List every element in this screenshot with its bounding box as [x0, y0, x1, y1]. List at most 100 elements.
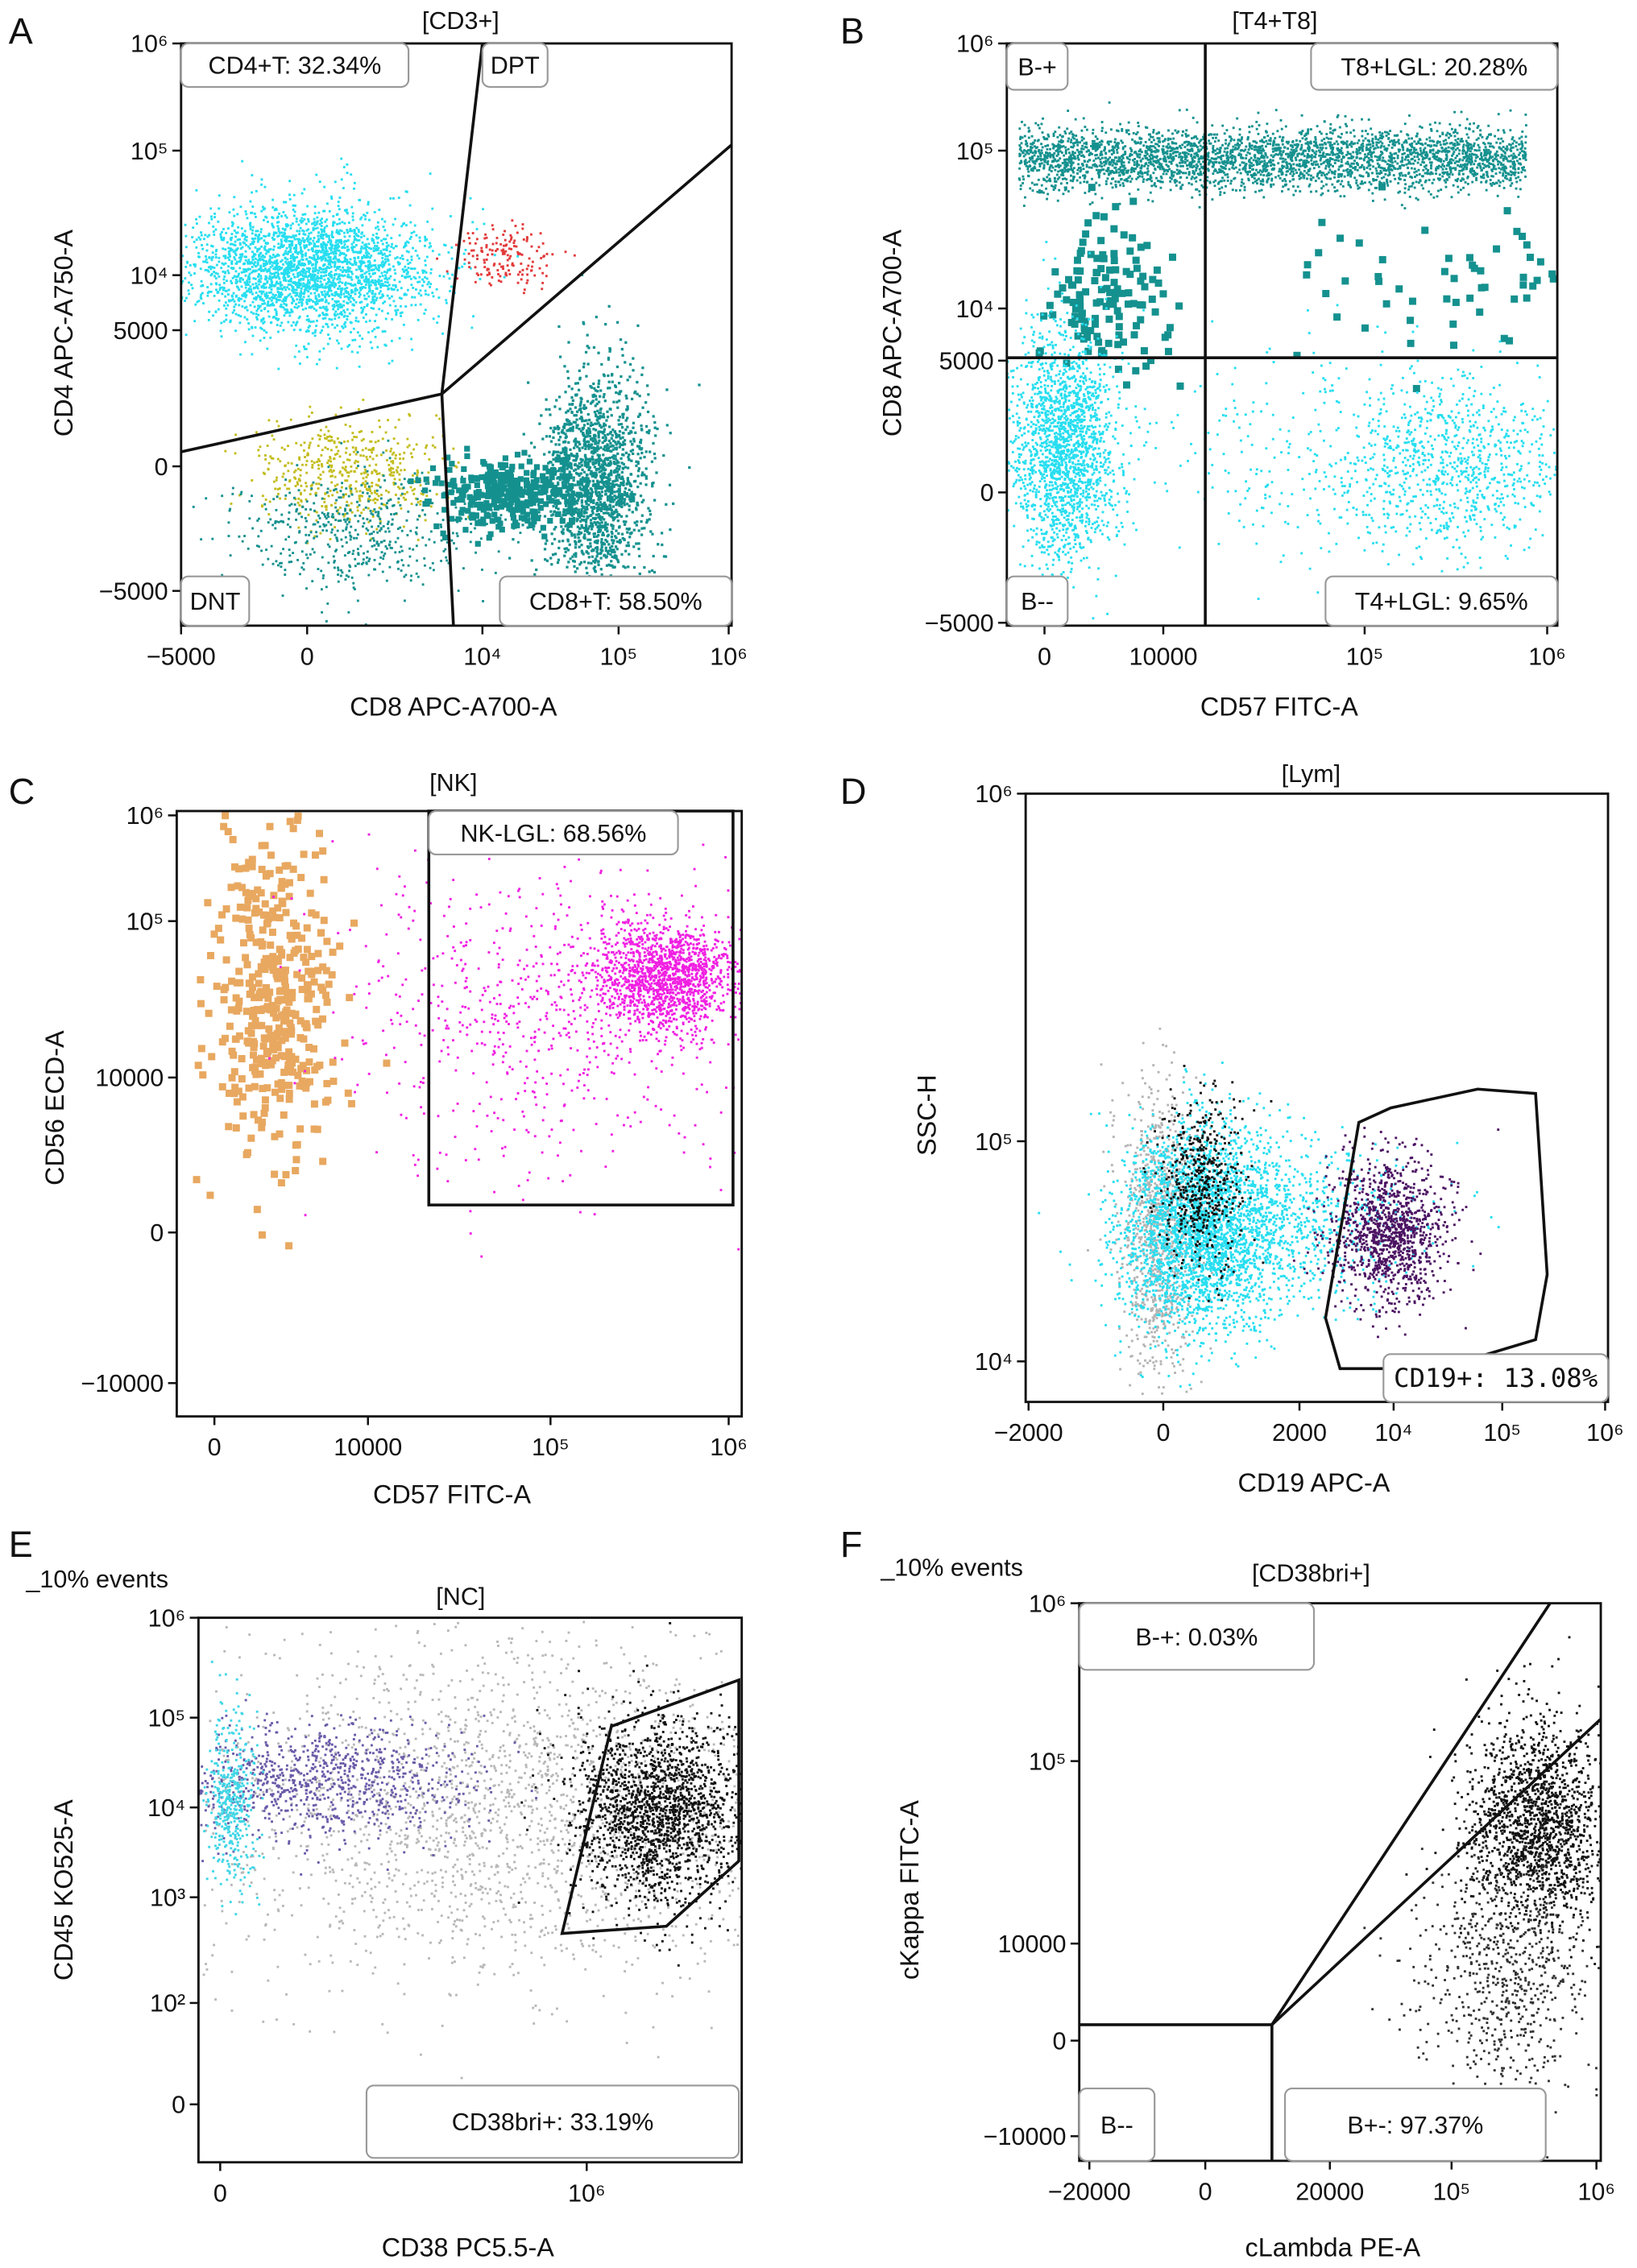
event-point	[422, 487, 429, 494]
event-point	[398, 473, 401, 476]
event-point	[343, 274, 346, 277]
event-point	[408, 261, 412, 264]
event-point	[424, 519, 427, 522]
event-point	[311, 257, 314, 260]
event-point	[603, 554, 606, 557]
event-point	[332, 215, 335, 217]
event-point	[284, 223, 288, 226]
event-point	[334, 519, 338, 521]
event-point	[398, 234, 401, 237]
event-point	[443, 243, 446, 246]
event-point	[346, 523, 349, 526]
event-point	[307, 318, 310, 321]
event-point	[327, 429, 330, 432]
event-point	[396, 470, 399, 474]
event-point	[551, 471, 554, 474]
event-point	[317, 457, 320, 461]
event-point	[245, 270, 248, 273]
event-point	[386, 547, 388, 550]
event-point	[313, 284, 317, 288]
event-point	[495, 497, 502, 504]
event-point	[321, 286, 325, 289]
event-point	[285, 246, 288, 250]
event-point	[562, 449, 566, 452]
event-point	[351, 303, 354, 306]
event-point	[533, 573, 537, 576]
event-point	[574, 459, 578, 462]
event-point	[387, 530, 391, 533]
event-point	[607, 485, 613, 491]
event-point	[309, 287, 312, 290]
event-point	[491, 275, 494, 279]
event-point	[259, 339, 262, 342]
event-point	[381, 242, 384, 246]
event-point	[272, 480, 276, 483]
event-point	[321, 577, 325, 580]
event-point	[200, 279, 203, 283]
event-point	[381, 293, 384, 296]
event-point	[230, 279, 233, 283]
event-point	[557, 454, 561, 457]
event-point	[413, 224, 417, 227]
event-point	[566, 476, 569, 479]
event-point	[382, 554, 385, 557]
event-point	[336, 259, 339, 262]
event-point	[371, 451, 374, 454]
event-point	[260, 327, 263, 330]
event-point	[607, 507, 611, 511]
event-point	[278, 265, 281, 268]
event-point	[345, 504, 348, 507]
event-point	[446, 270, 449, 273]
event-point	[371, 234, 375, 237]
event-point	[397, 501, 400, 504]
event-point	[469, 540, 472, 544]
event-point	[349, 453, 351, 456]
event-point	[342, 461, 345, 464]
event-point	[386, 294, 389, 297]
event-point	[361, 273, 364, 276]
event-point	[524, 499, 531, 506]
event-point	[346, 308, 349, 311]
event-point	[306, 452, 309, 455]
event-point	[526, 273, 528, 276]
event-point	[394, 457, 397, 460]
event-point	[311, 580, 314, 583]
event-point	[197, 300, 201, 303]
event-point	[228, 211, 231, 214]
event-point	[520, 263, 523, 265]
event-point	[271, 272, 274, 275]
event-point	[313, 509, 316, 512]
event-point	[562, 457, 569, 463]
event-point	[378, 419, 381, 422]
event-point	[291, 243, 294, 246]
event-point	[318, 358, 321, 361]
event-point	[326, 266, 329, 269]
event-point	[431, 207, 434, 210]
event-point	[570, 512, 573, 516]
event-point	[307, 248, 310, 251]
event-point	[594, 446, 598, 450]
event-point	[282, 548, 284, 551]
event-point	[329, 271, 331, 275]
event-point	[276, 221, 279, 224]
event-point	[287, 461, 290, 465]
event-point	[475, 238, 479, 241]
event-point	[465, 507, 471, 514]
event-point	[300, 250, 304, 253]
event-point	[400, 287, 403, 290]
event-point	[420, 294, 423, 297]
event-point	[286, 273, 289, 276]
event-point	[282, 272, 285, 275]
event-point	[284, 271, 286, 274]
event-point	[308, 243, 311, 246]
event-point	[423, 564, 426, 567]
event-point	[542, 501, 549, 507]
event-point	[343, 323, 346, 325]
event-point	[281, 227, 284, 230]
event-point	[350, 492, 353, 495]
event-point	[334, 291, 338, 294]
event-point	[264, 242, 267, 245]
event-point	[232, 208, 235, 211]
event-point	[368, 266, 371, 269]
event-point	[313, 292, 317, 295]
